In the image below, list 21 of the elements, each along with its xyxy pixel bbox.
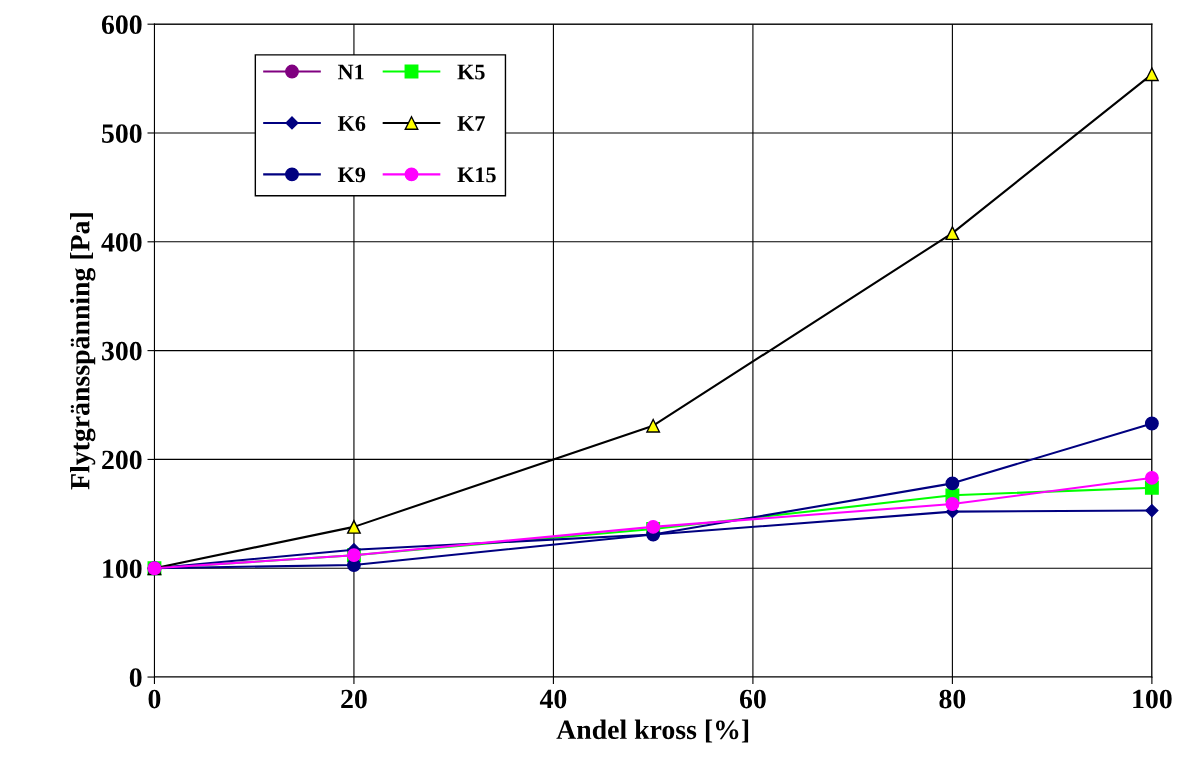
- x-tick-label: 0: [148, 689, 161, 709]
- y-tick-label: 200: [102, 450, 142, 470]
- x-tick-label: 60: [739, 689, 766, 709]
- x-axis-title: Andel kross [%]: [556, 719, 749, 743]
- legend-label: K7: [457, 116, 485, 131]
- y-axis-title: Flytgränsspänning [Pa]: [70, 213, 96, 490]
- y-tick-label: 600: [101, 15, 142, 35]
- x-tick-label: 80: [939, 689, 966, 709]
- y-tick-label: 0: [129, 668, 142, 687]
- legend-label: K5: [457, 64, 485, 80]
- legend-label: K9: [337, 167, 366, 183]
- legend-label: K15: [457, 167, 496, 183]
- x-tick-label: 100: [1133, 689, 1172, 709]
- legend-label: K6: [337, 116, 366, 131]
- y-tick-label: 500: [102, 124, 142, 143]
- y-tick-label: 100: [103, 559, 142, 579]
- x-tick-label: 40: [539, 689, 567, 709]
- y-tick-label: 300: [102, 341, 142, 361]
- y-tick-label: 400: [101, 232, 142, 252]
- x-tick-label: 20: [341, 689, 367, 709]
- legend-label: N1: [337, 64, 364, 80]
